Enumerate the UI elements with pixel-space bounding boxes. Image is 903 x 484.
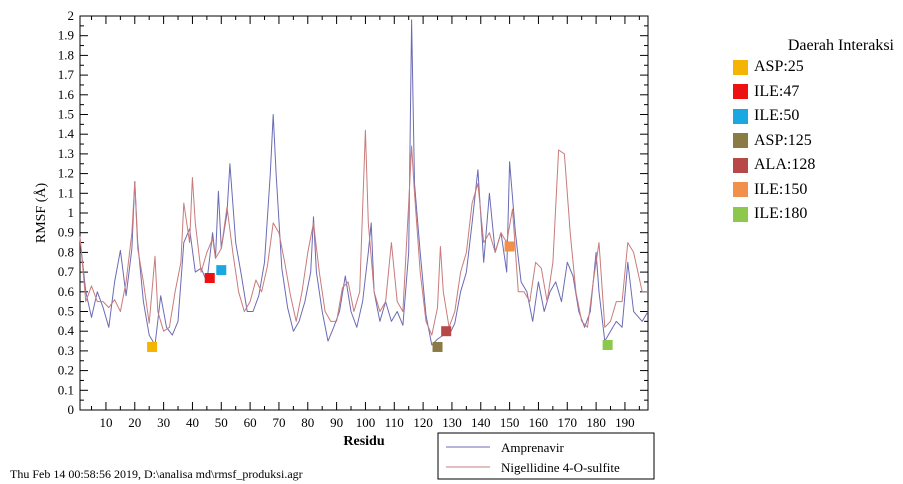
x-tick-label: 140 <box>471 415 491 430</box>
legend-item-asp-25: ASP:25 <box>733 55 898 80</box>
y-tick-label: 1.2 <box>58 166 74 181</box>
y-tick-label: 1.9 <box>58 28 74 43</box>
x-tick-label: 100 <box>356 415 376 430</box>
x-tick-label: 40 <box>186 415 199 430</box>
legend-swatch <box>733 206 748 222</box>
y-tick-label: 1.4 <box>58 126 75 141</box>
legend-swatch <box>733 84 748 100</box>
y-tick-label: 1.7 <box>58 67 75 82</box>
x-tick-label: 110 <box>385 415 404 430</box>
x-tick-label: 160 <box>529 415 549 430</box>
footer-timestamp: Thu Feb 14 00:58:56 2019, D:\analisa md\… <box>10 467 303 481</box>
legend-item-ile-50: ILE:50 <box>733 104 898 129</box>
y-tick-label: 0.4 <box>58 323 75 338</box>
x-tick-label: 180 <box>586 415 606 430</box>
plot-frame <box>79 15 649 411</box>
marker-asp-25 <box>147 341 158 352</box>
y-axis-label: RMSF (Å) <box>33 183 49 244</box>
legend-label: ALA:128 <box>754 156 816 174</box>
legend-item-ala-128: ALA:128 <box>733 153 898 178</box>
x-tick-label: 60 <box>244 415 257 430</box>
legend-label: ILE:47 <box>754 82 800 100</box>
interaction-legend-title: Daerah Interaksi <box>787 37 894 54</box>
x-tick-label: 30 <box>157 415 170 430</box>
y-tick-label: 1.6 <box>58 87 75 102</box>
legend-label: ILE:50 <box>754 107 800 125</box>
x-tick-label: 80 <box>301 415 314 430</box>
y-tick-label: 0.9 <box>58 225 74 240</box>
series-line-amprenavir <box>79 19 649 346</box>
y-tick-label: 0.7 <box>58 264 75 279</box>
legend-swatch <box>733 108 748 124</box>
x-tick-label: 190 <box>615 415 635 430</box>
y-tick-label: 1.5 <box>58 107 74 122</box>
marker-ala-128 <box>441 326 452 337</box>
y-tick-label: 1.3 <box>58 146 74 161</box>
y-tick-label: 0.8 <box>58 244 74 259</box>
legend-label: ASP:25 <box>754 58 804 76</box>
x-tick-label: 70 <box>272 415 285 430</box>
legend-label-amprenavir: Amprenavir <box>501 440 564 455</box>
y-tick-label: 0 <box>68 402 75 417</box>
marker-ile-180 <box>602 339 613 350</box>
x-tick-label: 170 <box>558 415 578 430</box>
series-line-nigellidine <box>79 129 648 336</box>
legend-swatch <box>733 133 748 149</box>
marker-asp-125 <box>432 341 443 352</box>
x-tick-label: 120 <box>413 415 433 430</box>
y-tick-label: 0.1 <box>58 382 74 397</box>
series-legend: Amprenavir Nigellidine 4-O-sulfite <box>437 432 655 480</box>
y-tick-label: 1 <box>68 205 75 220</box>
x-tick-label: 10 <box>99 415 112 430</box>
x-tick-label: 150 <box>500 415 520 430</box>
legend-label: ILE:180 <box>754 205 808 223</box>
legend-item-asp-125: ASP:125 <box>733 129 898 154</box>
legend-item-ile-180: ILE:180 <box>733 202 898 227</box>
legend-swatch <box>733 182 748 198</box>
legend-swatch <box>733 59 748 75</box>
legend-label-nigellidine: Nigellidine 4-O-sulfite <box>501 460 620 475</box>
x-tick-label: 20 <box>128 415 141 430</box>
x-tick-label: 50 <box>215 415 228 430</box>
y-tick-label: 0.3 <box>58 343 74 358</box>
y-tick-label: 0.5 <box>58 304 74 319</box>
legend-item-ile-47: ILE:47 <box>733 80 898 105</box>
interaction-legend: Daerah Interaksi ASP:25 ILE:47 ILE:50 ASP:1… <box>733 37 898 227</box>
marker-ile-50 <box>216 265 227 276</box>
marker-ile-150 <box>504 241 515 252</box>
marker-ile-47 <box>204 273 215 284</box>
legend-label: ASP:125 <box>754 131 812 149</box>
y-tick-label: 1.8 <box>58 47 74 62</box>
y-tick-label: 0.2 <box>58 363 74 378</box>
legend-label: ILE:150 <box>754 180 808 198</box>
y-tick-label: 2 <box>68 8 75 23</box>
x-tick-label: 130 <box>442 415 462 430</box>
x-axis-label: Residu <box>343 434 384 449</box>
legend-swatch <box>733 157 748 173</box>
y-tick-label: 0.6 <box>58 284 75 299</box>
x-tick-label: 90 <box>330 415 343 430</box>
y-tick-label: 1.1 <box>58 185 74 200</box>
legend-item-ile-150: ILE:150 <box>733 178 898 203</box>
